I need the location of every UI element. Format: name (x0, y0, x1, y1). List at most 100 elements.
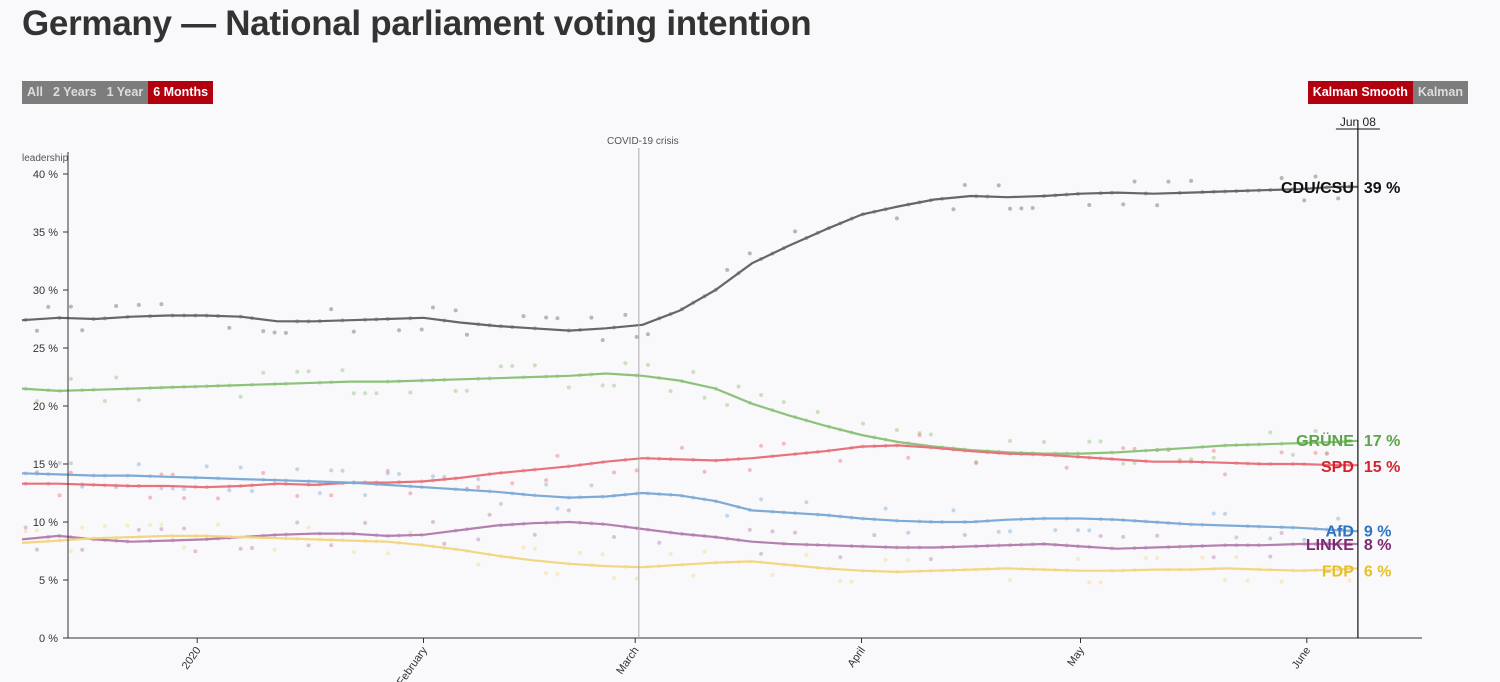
poll-dot (612, 384, 616, 388)
poll-dot (499, 364, 503, 368)
poll-dot (770, 573, 774, 577)
poll-dot (623, 361, 627, 365)
poll-dot (646, 363, 650, 367)
poll-dot (1099, 534, 1103, 538)
poll-dot (137, 528, 141, 532)
poll-dot (182, 546, 186, 550)
poll-dot (408, 530, 412, 534)
y-tick-label: 10 % (33, 517, 58, 529)
range-1-year-button[interactable]: 1 Year (102, 81, 149, 104)
poll-dot (533, 533, 537, 537)
poll-dot (239, 547, 243, 551)
range-all-button[interactable]: All (22, 81, 48, 104)
poll-dot (1008, 529, 1012, 533)
poll-dot (1121, 535, 1125, 539)
poll-dot (137, 303, 141, 307)
poll-dot (80, 328, 84, 332)
poll-dot (612, 471, 616, 475)
poll-dot (635, 335, 639, 339)
trend-line-grüne[interactable] (22, 374, 1358, 454)
poll-dot (148, 496, 152, 500)
poll-dot (1121, 462, 1125, 466)
end-labels-layer: CDU/CSU 39 %GRÜNE 17 %SPD 15 %AfD 9 %LINKE 8 … (1281, 180, 1400, 581)
trend-line-afd[interactable] (22, 473, 1358, 531)
poll-dot (522, 314, 526, 318)
poll-dot (397, 328, 401, 332)
poll-dot (1268, 536, 1272, 540)
y-axis-header: leadership (22, 153, 69, 164)
time-range-selector: All 2 Years 1 Year 6 Months (22, 81, 213, 104)
poll-dot (578, 551, 582, 555)
poll-dot (137, 462, 141, 466)
poll-dot (691, 574, 695, 578)
poll-dot (24, 529, 28, 533)
poll-dot (69, 549, 73, 553)
poll-dot (80, 525, 84, 529)
poll-dot (431, 520, 435, 524)
poll-dot (1280, 450, 1284, 454)
poll-dot (601, 338, 605, 342)
poll-dot (804, 553, 808, 557)
poll-dot (1268, 555, 1272, 559)
poll-dot (1268, 430, 1272, 434)
poll-dot (1144, 556, 1148, 560)
series-end-label: LINKE (1306, 537, 1354, 554)
x-tick-label: June (1290, 645, 1314, 671)
series-end-value: 15 % (1364, 459, 1400, 476)
poll-dot (363, 521, 367, 525)
poll-dot (1133, 180, 1137, 184)
poll-dot (669, 389, 673, 393)
poll-dot (544, 478, 548, 482)
poll-dot (725, 514, 729, 518)
poll-dot (703, 470, 707, 474)
poll-dot (567, 508, 571, 512)
poll-dot (567, 385, 571, 389)
poll-dot (329, 468, 333, 472)
poll-dot (1336, 517, 1340, 521)
poll-dot (1302, 198, 1306, 202)
poll-dot (703, 550, 707, 554)
poll-dot (1212, 456, 1216, 460)
poll-dot (691, 370, 695, 374)
poll-dot (363, 391, 367, 395)
poll-dot (182, 526, 186, 530)
poll-dot (386, 471, 390, 475)
trend-line-cdu/csu[interactable] (22, 187, 1358, 331)
poll-dot (352, 391, 356, 395)
poll-dot (273, 548, 277, 552)
poll-dot (408, 491, 412, 495)
poll-dot (137, 398, 141, 402)
poll-dot (69, 305, 73, 309)
poll-dot (307, 543, 311, 547)
trend-line-fdp[interactable] (22, 536, 1358, 572)
poll-dot (1200, 556, 1204, 560)
poll-dot (725, 268, 729, 272)
series-end-label: GRÜNE (1296, 431, 1354, 450)
poll-dot (442, 542, 446, 546)
poll-dot (906, 456, 910, 460)
y-tick-label: 15 % (33, 459, 58, 471)
poll-dot (770, 529, 774, 533)
poll-dot (125, 524, 129, 528)
x-tick-label: March (614, 645, 641, 677)
poll-dot (114, 304, 118, 308)
range-6-months-button[interactable]: 6 Months (148, 81, 213, 104)
poll-dot (725, 403, 729, 407)
poll-dot (80, 548, 84, 552)
poll-dot (239, 395, 243, 399)
poll-dot (906, 558, 910, 562)
poll-dot (159, 523, 163, 527)
kalman-button[interactable]: Kalman (1413, 81, 1468, 104)
poll-dot (103, 399, 107, 403)
series-end-value: 8 % (1364, 537, 1392, 554)
kalman-smooth-button[interactable]: Kalman Smooth (1308, 81, 1413, 104)
poll-dot (736, 385, 740, 389)
poll-dot (159, 302, 163, 306)
poll-dot (1087, 440, 1091, 444)
poll-dot (329, 307, 333, 311)
y-tick-label: 30 % (33, 285, 58, 297)
range-2-years-button[interactable]: 2 Years (48, 81, 102, 104)
poll-dot (1246, 579, 1250, 583)
poll-dot (963, 533, 967, 537)
poll-dot (1053, 528, 1057, 532)
